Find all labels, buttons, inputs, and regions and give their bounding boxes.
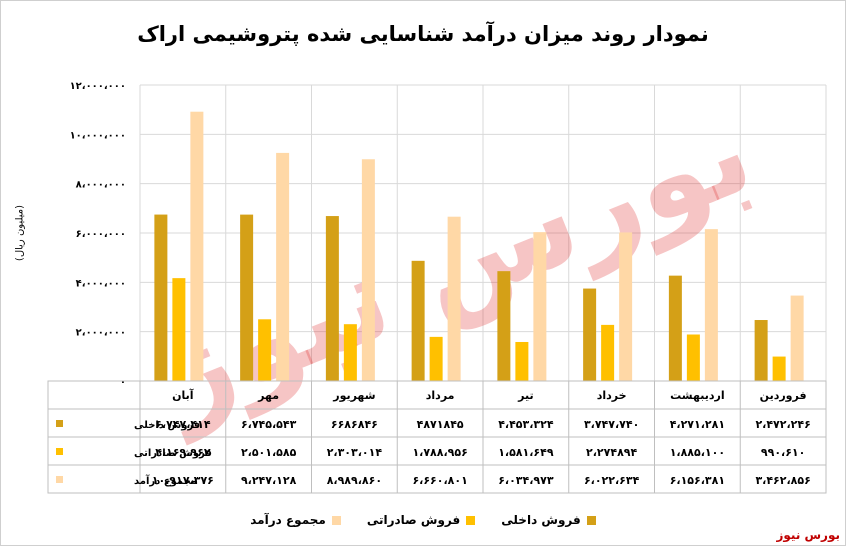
x-tick-label: آبان	[172, 388, 194, 402]
bar-total	[704, 229, 718, 381]
bar-export	[343, 324, 357, 381]
data-label: ۶،۷۴۵،۵۴۳	[241, 418, 297, 431]
bar-total	[276, 152, 290, 381]
data-label: ۸،۹۸۹،۸۶۰	[327, 474, 382, 487]
data-label: ۶،۶۶۰،۸۰۱	[412, 474, 467, 487]
data-label: ۴،۴۵۳،۳۲۴	[498, 418, 554, 431]
y-tick-label: ۸،۰۰۰،۰۰۰	[76, 180, 126, 191]
x-tick-label: فروردین	[760, 389, 807, 402]
data-label: ۳،۴۶۲،۸۵۶	[755, 474, 810, 487]
bar-domestic	[497, 271, 511, 381]
bar-export	[515, 341, 529, 381]
x-tick-label: خرداد	[597, 389, 627, 402]
data-label: ۲،۲۷۴۸۹۴	[586, 446, 637, 459]
data-label: ۶،۱۵۶،۳۸۱	[670, 474, 725, 487]
bar-export	[429, 336, 443, 381]
data-label: ۹،۲۴۷،۱۲۸	[241, 474, 297, 487]
legend-item-total: مجموع درآمد	[250, 513, 341, 527]
bar-total	[619, 232, 633, 381]
data-label: ۴،۱۶۹،۹۶۲	[155, 446, 211, 459]
legend-swatch-export	[466, 515, 476, 525]
data-label: ۶،۰۲۲،۶۳۴	[584, 474, 640, 487]
x-tick-label: مهر	[257, 389, 279, 402]
data-label: ۲،۳۰۳،۰۱۴	[327, 446, 383, 459]
x-tick-label: شهریور	[332, 389, 375, 402]
x-tick-label: تیر	[517, 389, 533, 402]
bar-total	[533, 232, 547, 381]
data-label: ۱،۸۸۵،۱۰۰	[670, 446, 725, 459]
data-label: ۶،۰۳۴،۹۷۳	[498, 474, 554, 487]
legend: فروش داخلی فروش صادراتی مجموع درآمد	[0, 513, 846, 527]
bar-domestic	[154, 214, 168, 381]
data-label: ۱،۷۸۸،۹۵۶	[412, 446, 467, 459]
table-row-header: مجموع درآمد	[134, 474, 197, 487]
y-tick-label: ۶،۰۰۰،۰۰۰	[76, 229, 126, 240]
data-label: ۲،۴۷۲،۲۴۶	[755, 418, 810, 431]
y-tick-label: ۰	[120, 377, 126, 388]
brand-logo-text: بورس نیوز	[776, 528, 840, 542]
legend-label-total: مجموع درآمد	[250, 513, 326, 527]
bar-domestic	[240, 214, 254, 381]
data-label: ۴۸۷۱۸۴۵	[417, 418, 464, 431]
legend-item-domestic: فروش داخلی	[501, 513, 596, 527]
bar-export	[772, 356, 786, 381]
table-row-swatch	[56, 420, 63, 427]
bar-domestic	[583, 288, 597, 381]
bar-total	[361, 159, 375, 381]
y-tick-label: ۱۲،۰۰۰،۰۰۰	[70, 81, 126, 92]
table-row-swatch	[56, 476, 63, 483]
legend-item-export: فروش صادراتی	[366, 513, 476, 527]
bar-export	[172, 278, 186, 381]
chart-title: نمودار روند میزان درآمد شناسایی شده پترو…	[137, 22, 709, 46]
legend-label-domestic: فروش داخلی	[501, 513, 581, 527]
data-label: ۹۹۰،۶۱۰	[761, 446, 805, 459]
bar-export	[258, 319, 272, 381]
bar-total	[190, 111, 204, 382]
bar-domestic	[754, 320, 768, 381]
data-label: ۶۶۸۶۸۴۶	[331, 418, 378, 431]
legend-swatch-total	[331, 515, 341, 525]
legend-label-export: فروش صادراتی	[366, 513, 461, 527]
data-label: ۲،۵۰۱،۵۸۵	[241, 446, 297, 459]
data-label: ۱،۵۸۱،۶۴۹	[498, 446, 554, 459]
data-label: ۱۰،۹۱۷،۳۷۶	[152, 474, 214, 487]
table-row-header: فروش داخلی	[134, 420, 200, 431]
y-tick-label: ۴،۰۰۰،۰۰۰	[76, 278, 126, 289]
bar-export	[601, 324, 615, 381]
data-label: ۶،۷۴۷،۴۱۴	[155, 418, 211, 431]
bar-total	[790, 295, 804, 381]
table-row-header: فروش صادراتی	[134, 448, 212, 459]
x-tick-label: اردیبهشت	[670, 389, 724, 402]
x-tick-label: مرداد	[426, 389, 455, 402]
legend-swatch-domestic	[586, 515, 596, 525]
data-label: ۴،۲۷۱،۲۸۱	[670, 418, 725, 431]
bar-total	[447, 216, 461, 381]
data-label: ۳،۷۴۷،۷۴۰	[584, 418, 639, 431]
bar-domestic	[411, 260, 425, 381]
bar-domestic	[325, 216, 339, 381]
table-row-swatch	[56, 448, 63, 455]
y-tick-label: ۲،۰۰۰،۰۰۰	[76, 328, 126, 339]
bar-export	[686, 334, 700, 381]
y-tick-label: ۱۰،۰۰۰،۰۰۰	[70, 130, 126, 141]
bar-domestic	[668, 275, 682, 381]
